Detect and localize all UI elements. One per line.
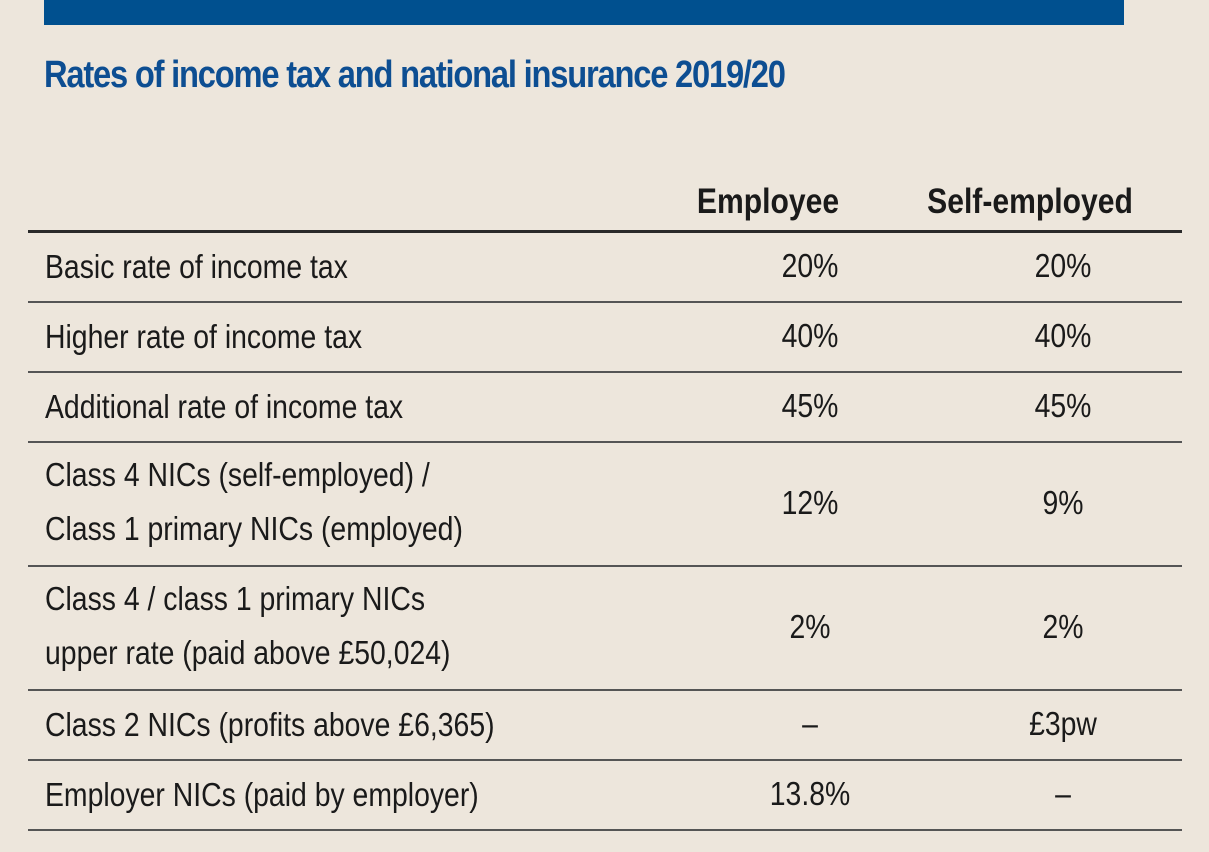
cell-self-employed: 40% [1034, 317, 1092, 354]
table-row: Employer NICs (paid by employer) 13.8% – [28, 761, 1182, 831]
cell-employee: 2% [789, 608, 831, 645]
column-header-employee: Employee [696, 182, 840, 221]
cell-employee: 40% [781, 317, 839, 354]
row-label: Class 1 primary NICs (employed) [45, 510, 463, 547]
cell-self-employed: 2% [1042, 608, 1084, 645]
cell-employee: 45% [781, 387, 839, 424]
cell-self-employed: £3pw [1029, 705, 1097, 742]
cell-self-employed: 9% [1042, 484, 1084, 521]
cell-employee: – [802, 705, 818, 742]
cell-self-employed: – [1055, 775, 1071, 812]
table-row: Class 4 NICs (self-employed) / Class 1 pr… [28, 443, 1182, 567]
row-label: Class 2 NICs (profits above £6,365) [45, 706, 495, 743]
row-label: Class 4 NICs (self-employed) / [45, 456, 430, 493]
cell-self-employed: 20% [1034, 247, 1092, 284]
cell-employee: 12% [781, 484, 839, 521]
cell-employee: 13.8% [769, 775, 851, 812]
rates-table: Employee Self-employed Basic rate of inc… [28, 180, 1182, 831]
table-row: Class 4 / class 1 primary NICs upper rate… [28, 567, 1182, 691]
row-label: Higher rate of income tax [45, 318, 363, 355]
cell-employee: 20% [781, 247, 839, 284]
cell-self-employed: 45% [1034, 387, 1092, 424]
table-row: Basic rate of income tax 20% 20% [28, 233, 1182, 303]
row-label: Class 4 / class 1 primary NICs [45, 580, 426, 617]
table-row: Class 2 NICs (profits above £6,365) – £3pw [28, 691, 1182, 761]
page-title: Rates of income tax and national insuran… [44, 54, 786, 96]
row-label: Basic rate of income tax [45, 248, 348, 285]
table-row: Higher rate of income tax 40% 40% [28, 303, 1182, 373]
row-label: upper rate (paid above £50,024) [45, 634, 451, 671]
row-label: Additional rate of income tax [45, 388, 404, 425]
top-accent-bar [44, 0, 1124, 25]
row-label: Employer NICs (paid by employer) [45, 776, 479, 813]
column-header-self-employed: Self-employed [927, 182, 1133, 221]
table-row: Additional rate of income tax 45% 45% [28, 373, 1182, 443]
table-header: Employee Self-employed [28, 180, 1182, 233]
